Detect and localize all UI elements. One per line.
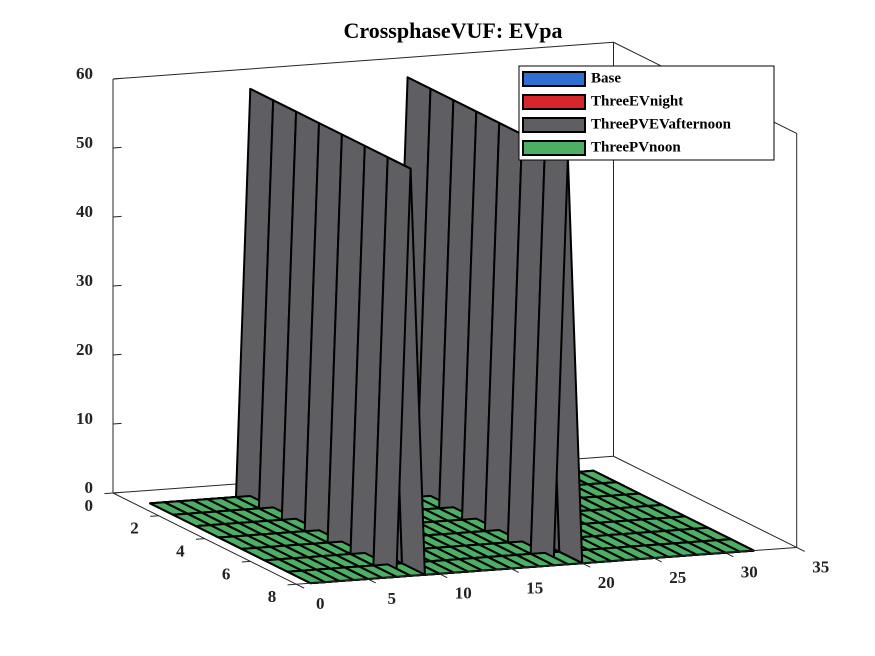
x-tick	[581, 562, 591, 568]
x-tick-label: 10	[455, 584, 472, 603]
z-tick	[112, 77, 122, 80]
y-tick	[241, 560, 251, 563]
x-tick-label: 25	[669, 568, 686, 587]
z-tick-label: 20	[76, 340, 93, 359]
y-tick	[104, 492, 114, 495]
x-tick	[724, 552, 734, 558]
x-tick-label: 15	[526, 578, 543, 597]
x-tick-label: 30	[741, 563, 758, 582]
z-tick-label: 0	[85, 478, 94, 497]
y-tick	[195, 538, 205, 540]
x-tick-label: 0	[316, 594, 325, 613]
x-axis-line	[296, 546, 797, 585]
z-tick	[112, 422, 122, 425]
z-tick-label: 60	[76, 64, 93, 83]
legend-label: Base	[591, 70, 621, 86]
box-edge	[112, 41, 614, 80]
z-tick	[112, 491, 122, 494]
y-tick-label: 2	[130, 519, 139, 538]
z-tick-label: 40	[76, 202, 93, 221]
y-tick-label: 0	[85, 496, 94, 515]
x-tick-label: 5	[387, 589, 396, 608]
legend-swatch	[522, 117, 586, 133]
y-tick-label: 4	[176, 542, 185, 561]
z-tick	[112, 146, 122, 149]
legend-label: ThreePVEVafternoon	[591, 116, 732, 132]
y-tick-label: 6	[222, 564, 231, 583]
chart-title: CrossphaseVUF: EVpa	[343, 18, 562, 43]
z-tick	[112, 284, 122, 287]
x-tick-label: 35	[812, 557, 829, 576]
y-tick	[150, 515, 159, 517]
x-tick	[367, 578, 376, 584]
legend-label: ThreeEVnight	[591, 93, 683, 109]
z-tick	[112, 353, 122, 356]
z-tick	[112, 215, 122, 218]
legend: Base ThreeEVnight ThreePVEVafternoon ThreeP…	[518, 65, 775, 161]
legend-swatch	[522, 71, 586, 87]
legend-swatch	[522, 140, 586, 156]
surfaces	[149, 76, 755, 585]
y-tick-label: 8	[268, 587, 277, 606]
legend-swatch	[522, 94, 586, 110]
x-tick	[653, 557, 662, 563]
legend-label: ThreePVnoon	[591, 139, 681, 155]
y-tick	[287, 583, 297, 586]
x-tick	[796, 547, 805, 552]
x-tick	[510, 568, 519, 573]
x-tick	[295, 583, 305, 589]
x-tick	[438, 573, 448, 579]
box-edge	[613, 455, 797, 548]
z-tick-label: 30	[76, 271, 93, 290]
z-tick-label: 10	[76, 409, 93, 428]
z-tick-label: 50	[76, 133, 93, 152]
x-tick-label: 20	[598, 573, 615, 592]
